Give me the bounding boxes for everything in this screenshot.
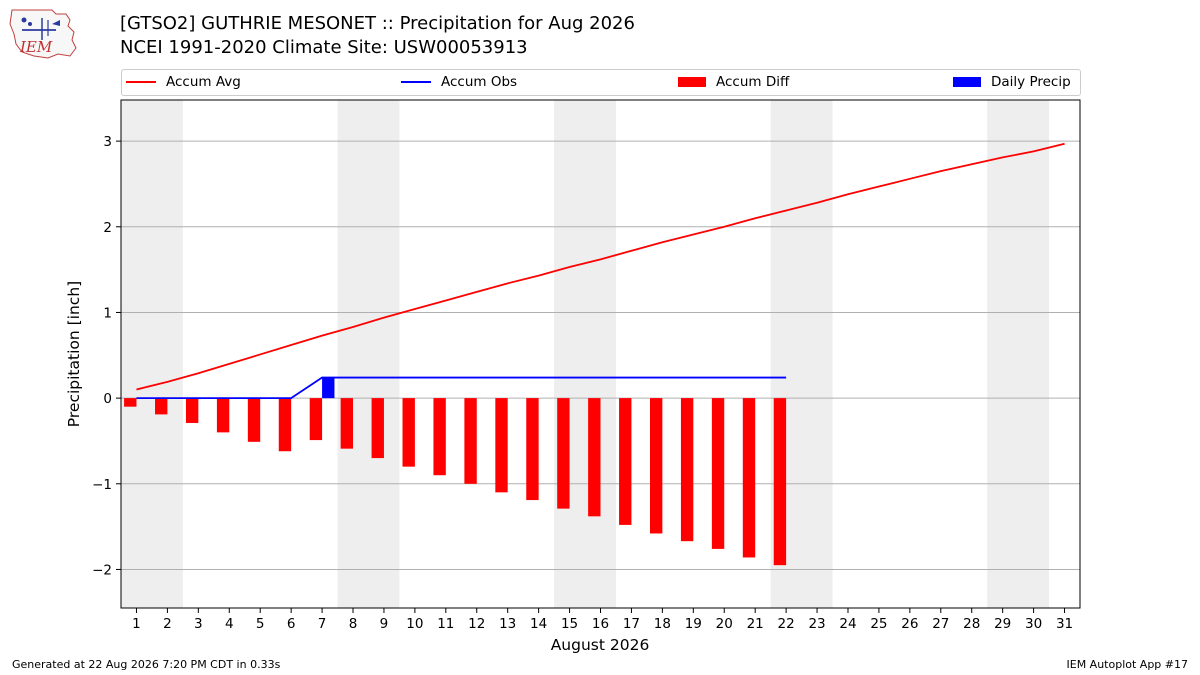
legend-item-daily-precip: Daily Precip: [953, 73, 1071, 91]
accum-diff-bar: [433, 398, 446, 476]
x-tick-label: 7: [318, 616, 327, 632]
x-tick-label: 9: [380, 616, 389, 632]
x-tick-label: 2: [163, 616, 172, 632]
y-tick-label: 1: [103, 305, 112, 321]
x-tick-label: 8: [349, 616, 358, 632]
accum-diff-bar: [371, 398, 384, 459]
legend-label: Accum Avg: [166, 74, 241, 90]
y-tick-label: −2: [92, 562, 112, 578]
accum-diff-bar: [278, 398, 292, 452]
legend-swatch: [401, 81, 431, 83]
x-tick-label: 26: [901, 616, 918, 632]
y-tick-label: 0: [103, 391, 112, 407]
legend-label: Accum Obs: [441, 74, 518, 90]
x-tick-label: 6: [287, 616, 296, 632]
x-axis-label: August 2026: [551, 636, 650, 654]
legend-item-accum-obs: Accum Obs: [401, 73, 517, 91]
accum-diff-bar: [464, 398, 477, 484]
x-tick-label: 21: [747, 616, 764, 632]
x-tick-label: 11: [437, 616, 454, 632]
accum-diff-bar: [309, 398, 323, 441]
accum-diff-bar: [588, 398, 601, 517]
x-tick-label: 23: [808, 616, 825, 632]
logo-text: IEM: [19, 38, 53, 56]
x-tick-label: 20: [716, 616, 733, 632]
accum-diff-bar: [495, 398, 508, 493]
x-tick-label: 22: [778, 616, 795, 632]
accum-avg-line: [136, 142, 1065, 391]
legend-label: Accum Diff: [716, 74, 790, 90]
x-tick-label: 25: [870, 616, 887, 632]
x-tick-label: 13: [499, 616, 516, 632]
y-axis-label: Precipitation [inch]: [65, 281, 83, 427]
x-tick-label: 28: [963, 616, 980, 632]
y-tick-label: −1: [92, 477, 112, 493]
accum-diff-bar: [711, 398, 725, 549]
iem-logo: IEM: [9, 9, 77, 59]
legend-swatch: [126, 81, 156, 83]
x-tick-label: 17: [623, 616, 640, 632]
x-tick-label: 31: [1056, 616, 1073, 632]
weekend-shade-1: [337, 100, 400, 608]
weekend-shade-0: [121, 100, 183, 608]
accum-diff-bar: [402, 398, 415, 467]
accum-diff-bar: [185, 398, 199, 423]
accum-diff-bar: [649, 398, 663, 534]
x-tick-label: 24: [839, 616, 856, 632]
accum-diff-bar: [680, 398, 694, 542]
x-tick-label: 19: [685, 616, 702, 632]
accum-diff-bar: [216, 398, 230, 433]
accum-diff-bar: [124, 398, 137, 407]
legend-swatch: [678, 77, 706, 87]
x-tick-label: 15: [561, 616, 578, 632]
x-tick-label: 10: [406, 616, 423, 632]
generated-timestamp: Generated at 22 Aug 2026 7:20 PM CDT in …: [12, 658, 281, 671]
weekend-shade-2: [554, 100, 616, 608]
accum-diff-bar: [340, 398, 354, 449]
legend-item-accum-diff: Accum Diff: [678, 73, 789, 91]
y-tick-label: 3: [103, 134, 112, 150]
chart-title: [GTSO2] GUTHRIE MESONET :: Precipitation…: [120, 13, 635, 34]
accum-diff-bar: [773, 398, 787, 566]
x-tick-label: 27: [932, 616, 949, 632]
accum-obs-line: [136, 376, 787, 400]
x-tick-label: 12: [468, 616, 485, 632]
x-tick-label: 1: [132, 616, 141, 632]
x-tick-label: 29: [994, 616, 1011, 632]
accum-diff-bar: [557, 398, 570, 509]
x-tick-label: 4: [225, 616, 234, 632]
accum-diff-bar: [742, 398, 756, 558]
x-tick-label: 3: [194, 616, 203, 632]
legend-frame: [121, 69, 1081, 96]
legend-item-accum-avg: Accum Avg: [126, 73, 241, 91]
x-tick-label: 30: [1025, 616, 1042, 632]
chart-subtitle: NCEI 1991-2020 Climate Site: USW00053913: [120, 37, 528, 58]
x-tick-label: 14: [530, 616, 547, 632]
daily-precip-bar: [322, 377, 335, 399]
legend-swatch: [953, 77, 981, 87]
x-tick-label: 18: [654, 616, 671, 632]
legend-label: Daily Precip: [991, 74, 1071, 90]
accum-diff-bar: [247, 398, 261, 442]
x-tick-label: 16: [592, 616, 609, 632]
x-tick-label: 5: [256, 616, 265, 632]
weekend-shade-4: [987, 100, 1050, 608]
accum-diff-bar: [526, 398, 539, 501]
y-tick-label: 2: [103, 220, 112, 236]
accum-diff-bar: [619, 398, 632, 525]
accum-diff-bar: [155, 398, 168, 415]
app-credit: IEM Autoplot App #17: [1066, 658, 1189, 671]
